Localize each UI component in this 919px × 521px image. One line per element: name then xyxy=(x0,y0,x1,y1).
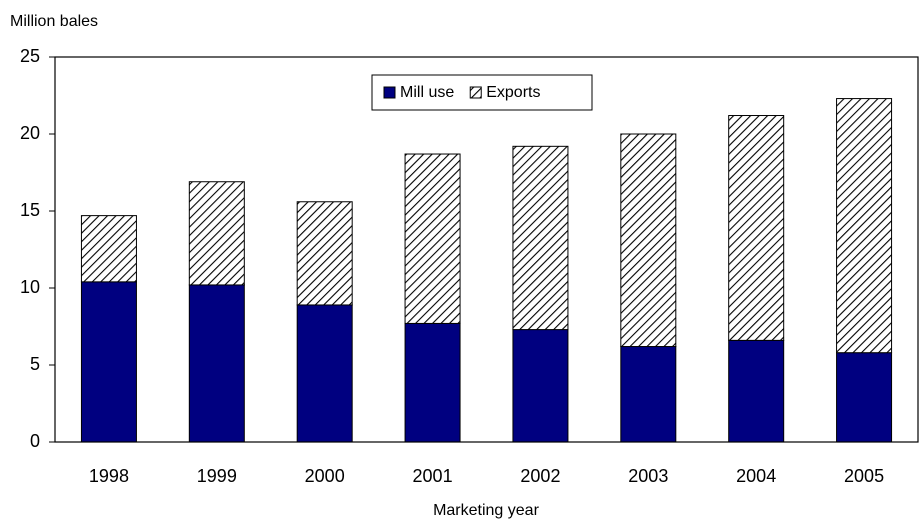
bar-segment xyxy=(620,133,677,348)
x-tick-label: 1999 xyxy=(197,466,237,486)
legend-label: Exports xyxy=(486,84,540,101)
legend-swatch xyxy=(469,86,482,99)
bar-segment xyxy=(404,153,461,324)
bar-segment xyxy=(404,322,461,443)
bar-segment xyxy=(620,346,677,443)
bar-segment xyxy=(728,339,785,443)
legend-box xyxy=(371,74,593,111)
bar-segment xyxy=(512,329,569,443)
bar-segment xyxy=(728,115,785,341)
x-tick-label: 2001 xyxy=(413,466,453,486)
plot-frame xyxy=(54,56,919,443)
bar-segment xyxy=(836,352,893,443)
y-tick-label: 25 xyxy=(20,46,40,66)
y-tick-label: 20 xyxy=(20,123,40,143)
bar-segment xyxy=(512,145,569,331)
legend-swatch xyxy=(383,86,396,99)
legend-label: Mill use xyxy=(400,84,454,101)
x-tick-label: 2003 xyxy=(628,466,668,486)
bar-segment xyxy=(296,304,353,443)
x-tick-label: 2002 xyxy=(520,466,560,486)
y-tick-label: 15 xyxy=(20,200,40,220)
y-tick-label: 0 xyxy=(30,431,40,451)
bar-segment xyxy=(80,281,137,443)
bar-segment xyxy=(836,98,893,354)
bar-segment xyxy=(188,284,245,443)
bar-segment xyxy=(296,201,353,306)
bar-segment xyxy=(80,215,137,283)
x-tick-label: 1998 xyxy=(89,466,129,486)
x-tick-label: 2005 xyxy=(844,466,884,486)
x-tick-label: 2004 xyxy=(736,466,776,486)
bar-segment xyxy=(188,181,245,286)
y-tick-label: 10 xyxy=(20,277,40,297)
x-tick-label: 2000 xyxy=(305,466,345,486)
x-axis-label: Marketing year xyxy=(433,502,539,519)
y-tick-label: 5 xyxy=(30,354,40,374)
y-axis-label: Million bales xyxy=(10,13,98,30)
